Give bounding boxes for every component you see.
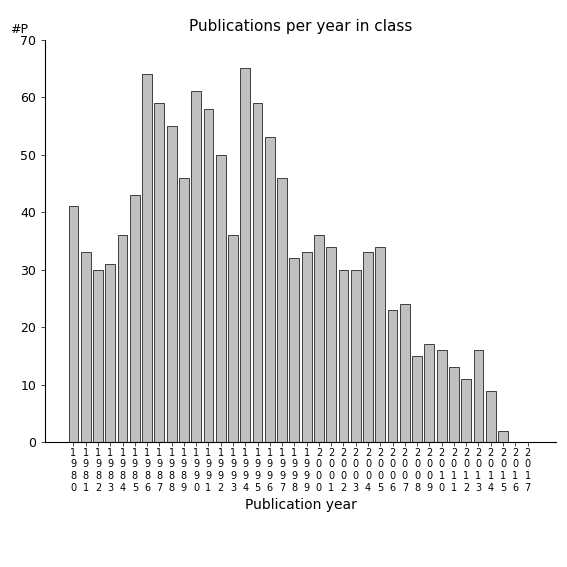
Title: Publications per year in class: Publications per year in class [189, 19, 412, 35]
Bar [425, 345, 434, 442]
Bar [314, 235, 324, 442]
Bar [204, 109, 213, 442]
Bar [388, 310, 397, 442]
Bar [302, 252, 311, 442]
Bar [216, 155, 226, 442]
Bar [265, 137, 275, 442]
Bar [412, 356, 422, 442]
Bar [375, 247, 385, 442]
Bar [462, 379, 471, 442]
Bar [400, 304, 410, 442]
Bar [93, 270, 103, 442]
Bar [253, 103, 263, 442]
Bar [473, 350, 484, 442]
Bar [142, 74, 152, 442]
X-axis label: Publication year: Publication year [244, 498, 357, 512]
Bar [363, 252, 373, 442]
Bar [69, 206, 78, 442]
Bar [130, 195, 139, 442]
Bar [117, 235, 128, 442]
Bar [326, 247, 336, 442]
Bar [449, 367, 459, 442]
Bar [228, 235, 238, 442]
Bar [81, 252, 91, 442]
Bar [191, 91, 201, 442]
Bar [290, 258, 299, 442]
Bar [179, 177, 189, 442]
Bar [437, 350, 447, 442]
Bar [338, 270, 348, 442]
Bar [167, 126, 176, 442]
Bar [154, 103, 164, 442]
Bar [498, 431, 508, 442]
Bar [486, 391, 496, 442]
Text: #P: #P [10, 23, 28, 36]
Bar [351, 270, 361, 442]
Bar [277, 177, 287, 442]
Bar [240, 69, 250, 442]
Bar [105, 264, 115, 442]
